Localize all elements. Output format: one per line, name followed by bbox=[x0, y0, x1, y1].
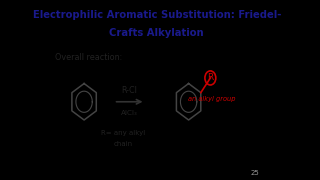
Text: an alkyl group: an alkyl group bbox=[188, 96, 235, 102]
Text: 25: 25 bbox=[250, 170, 259, 176]
Text: R-Cl: R-Cl bbox=[122, 86, 138, 94]
Text: AlCl₃: AlCl₃ bbox=[121, 110, 138, 116]
Text: Crafts Alkylation: Crafts Alkylation bbox=[109, 28, 204, 38]
Text: Overall reaction:: Overall reaction: bbox=[54, 53, 122, 62]
Text: R: R bbox=[207, 73, 213, 82]
Text: R= any alkyl: R= any alkyl bbox=[100, 130, 145, 136]
Text: Electrophilic Aromatic Substitution: Friedel-: Electrophilic Aromatic Substitution: Fri… bbox=[33, 10, 281, 20]
Text: chain: chain bbox=[113, 141, 132, 147]
